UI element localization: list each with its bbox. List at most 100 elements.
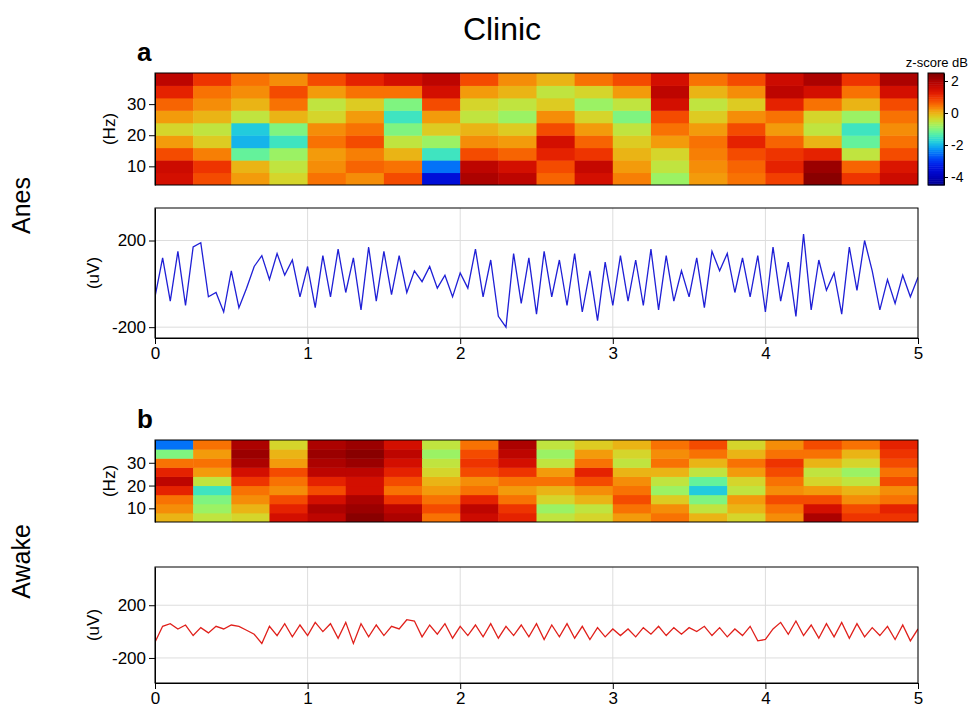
heatmap-cell xyxy=(804,495,843,505)
heatmap-cell xyxy=(575,173,614,185)
heatmap-cell xyxy=(804,160,843,173)
lines xyxy=(155,234,918,327)
panel-letter: a xyxy=(137,37,152,67)
heatmap-cell xyxy=(842,123,881,136)
heatmap-cell xyxy=(765,513,804,522)
heatmap-cell xyxy=(155,160,194,173)
tick-mark xyxy=(944,177,948,178)
heatmap-cell xyxy=(575,148,614,161)
axis: 102030 xyxy=(127,74,155,186)
heatmap-cell xyxy=(727,73,766,86)
heatmap-cell xyxy=(689,449,728,459)
heatmap-cell xyxy=(727,148,766,161)
heatmap-cell xyxy=(575,85,614,98)
plot-frame xyxy=(155,440,918,522)
axis-line xyxy=(155,441,156,523)
heatmap-cell xyxy=(384,135,423,148)
heatmap-cell xyxy=(727,85,766,98)
heatmap-cell xyxy=(231,135,270,148)
heatmap-cell xyxy=(765,486,804,496)
tick-mark xyxy=(149,463,155,464)
grid-line xyxy=(307,567,308,683)
heatmap-cell xyxy=(613,476,652,486)
heatmap-cell xyxy=(880,440,918,450)
heatmap-cell xyxy=(231,73,270,86)
heatmap-cell xyxy=(384,504,423,514)
heatmap-cell xyxy=(727,98,766,111)
plot-frame xyxy=(155,208,918,338)
tick-label: 2 xyxy=(951,73,959,89)
tick-mark xyxy=(944,145,948,146)
tick-label: 1 xyxy=(303,689,312,708)
heatmap-cell xyxy=(231,513,270,522)
heatmap-cell xyxy=(498,467,537,477)
grid-line xyxy=(155,657,918,658)
heatmap-cell xyxy=(804,85,843,98)
heatmap-cell xyxy=(537,467,576,477)
panel-1: 012345-200200(uV) xyxy=(84,208,923,363)
heatmap-cell xyxy=(880,449,918,459)
heatmap-cell xyxy=(384,486,423,496)
heatmap-cell xyxy=(842,476,881,486)
heatmap-cell xyxy=(765,504,804,514)
heatmap-cell xyxy=(193,504,232,514)
heatmap-cell xyxy=(842,495,881,505)
heatmap-cell xyxy=(308,98,347,111)
heatmap-cell xyxy=(269,85,308,98)
heatmap-cell xyxy=(460,449,499,459)
heatmap-cell xyxy=(155,495,194,505)
heatmap-cell xyxy=(880,85,918,98)
heatmap-cell xyxy=(498,504,537,514)
heatmap-cell xyxy=(308,476,347,486)
heatmap-cell xyxy=(575,504,614,514)
heatmap-cell xyxy=(155,85,194,98)
heatmap-cell xyxy=(460,123,499,136)
heatmap-cell xyxy=(269,458,308,468)
heatmap-cell xyxy=(231,486,270,496)
heatmap-cell xyxy=(269,486,308,496)
heatmap-cell xyxy=(537,495,576,505)
heatmap-cell xyxy=(575,110,614,123)
heatmap-cell xyxy=(651,486,690,496)
heatmap-cell xyxy=(193,458,232,468)
heatmap-cell xyxy=(498,73,537,86)
heatmap-cell xyxy=(308,467,347,477)
tick-label: -200 xyxy=(112,649,146,668)
heatmap-cell xyxy=(346,148,385,161)
axis-line xyxy=(156,338,919,339)
heatmap-cell xyxy=(269,135,308,148)
grid-line xyxy=(155,327,918,328)
heatmap-cell xyxy=(613,467,652,477)
tick: 200 xyxy=(118,231,155,250)
axis-line xyxy=(944,74,945,186)
heatmap-cell xyxy=(155,173,194,185)
heatmap-cell xyxy=(422,85,461,98)
heatmap-cell xyxy=(689,73,728,86)
heatmap-cell xyxy=(155,110,194,123)
heatmap-cell xyxy=(422,123,461,136)
heatmap-cell xyxy=(308,458,347,468)
heatmap-cell xyxy=(498,160,537,173)
heatmap-cell xyxy=(689,504,728,514)
heatmap-cell xyxy=(460,486,499,496)
heatmap-cell xyxy=(346,110,385,123)
heatmap-cell xyxy=(384,173,423,185)
heatmap-cell xyxy=(613,123,652,136)
heatmap-cell xyxy=(842,160,881,173)
heatmap-cell xyxy=(765,467,804,477)
heatmap-cell xyxy=(155,458,194,468)
heatmap-cell xyxy=(727,458,766,468)
heatmap-cell xyxy=(422,458,461,468)
heatmap-cell xyxy=(460,495,499,505)
heatmap-cell xyxy=(269,173,308,185)
heatmap-cell xyxy=(727,504,766,514)
grid xyxy=(155,567,918,683)
heatmap-cell xyxy=(193,73,232,86)
axis: -200200 xyxy=(112,209,156,339)
tick: 2 xyxy=(944,73,959,89)
heatmap-cell xyxy=(727,513,766,522)
tick-mark xyxy=(149,104,155,105)
heatmap-cell xyxy=(575,440,614,450)
heatmap-cell xyxy=(269,504,308,514)
heatmap-cell xyxy=(498,440,537,450)
